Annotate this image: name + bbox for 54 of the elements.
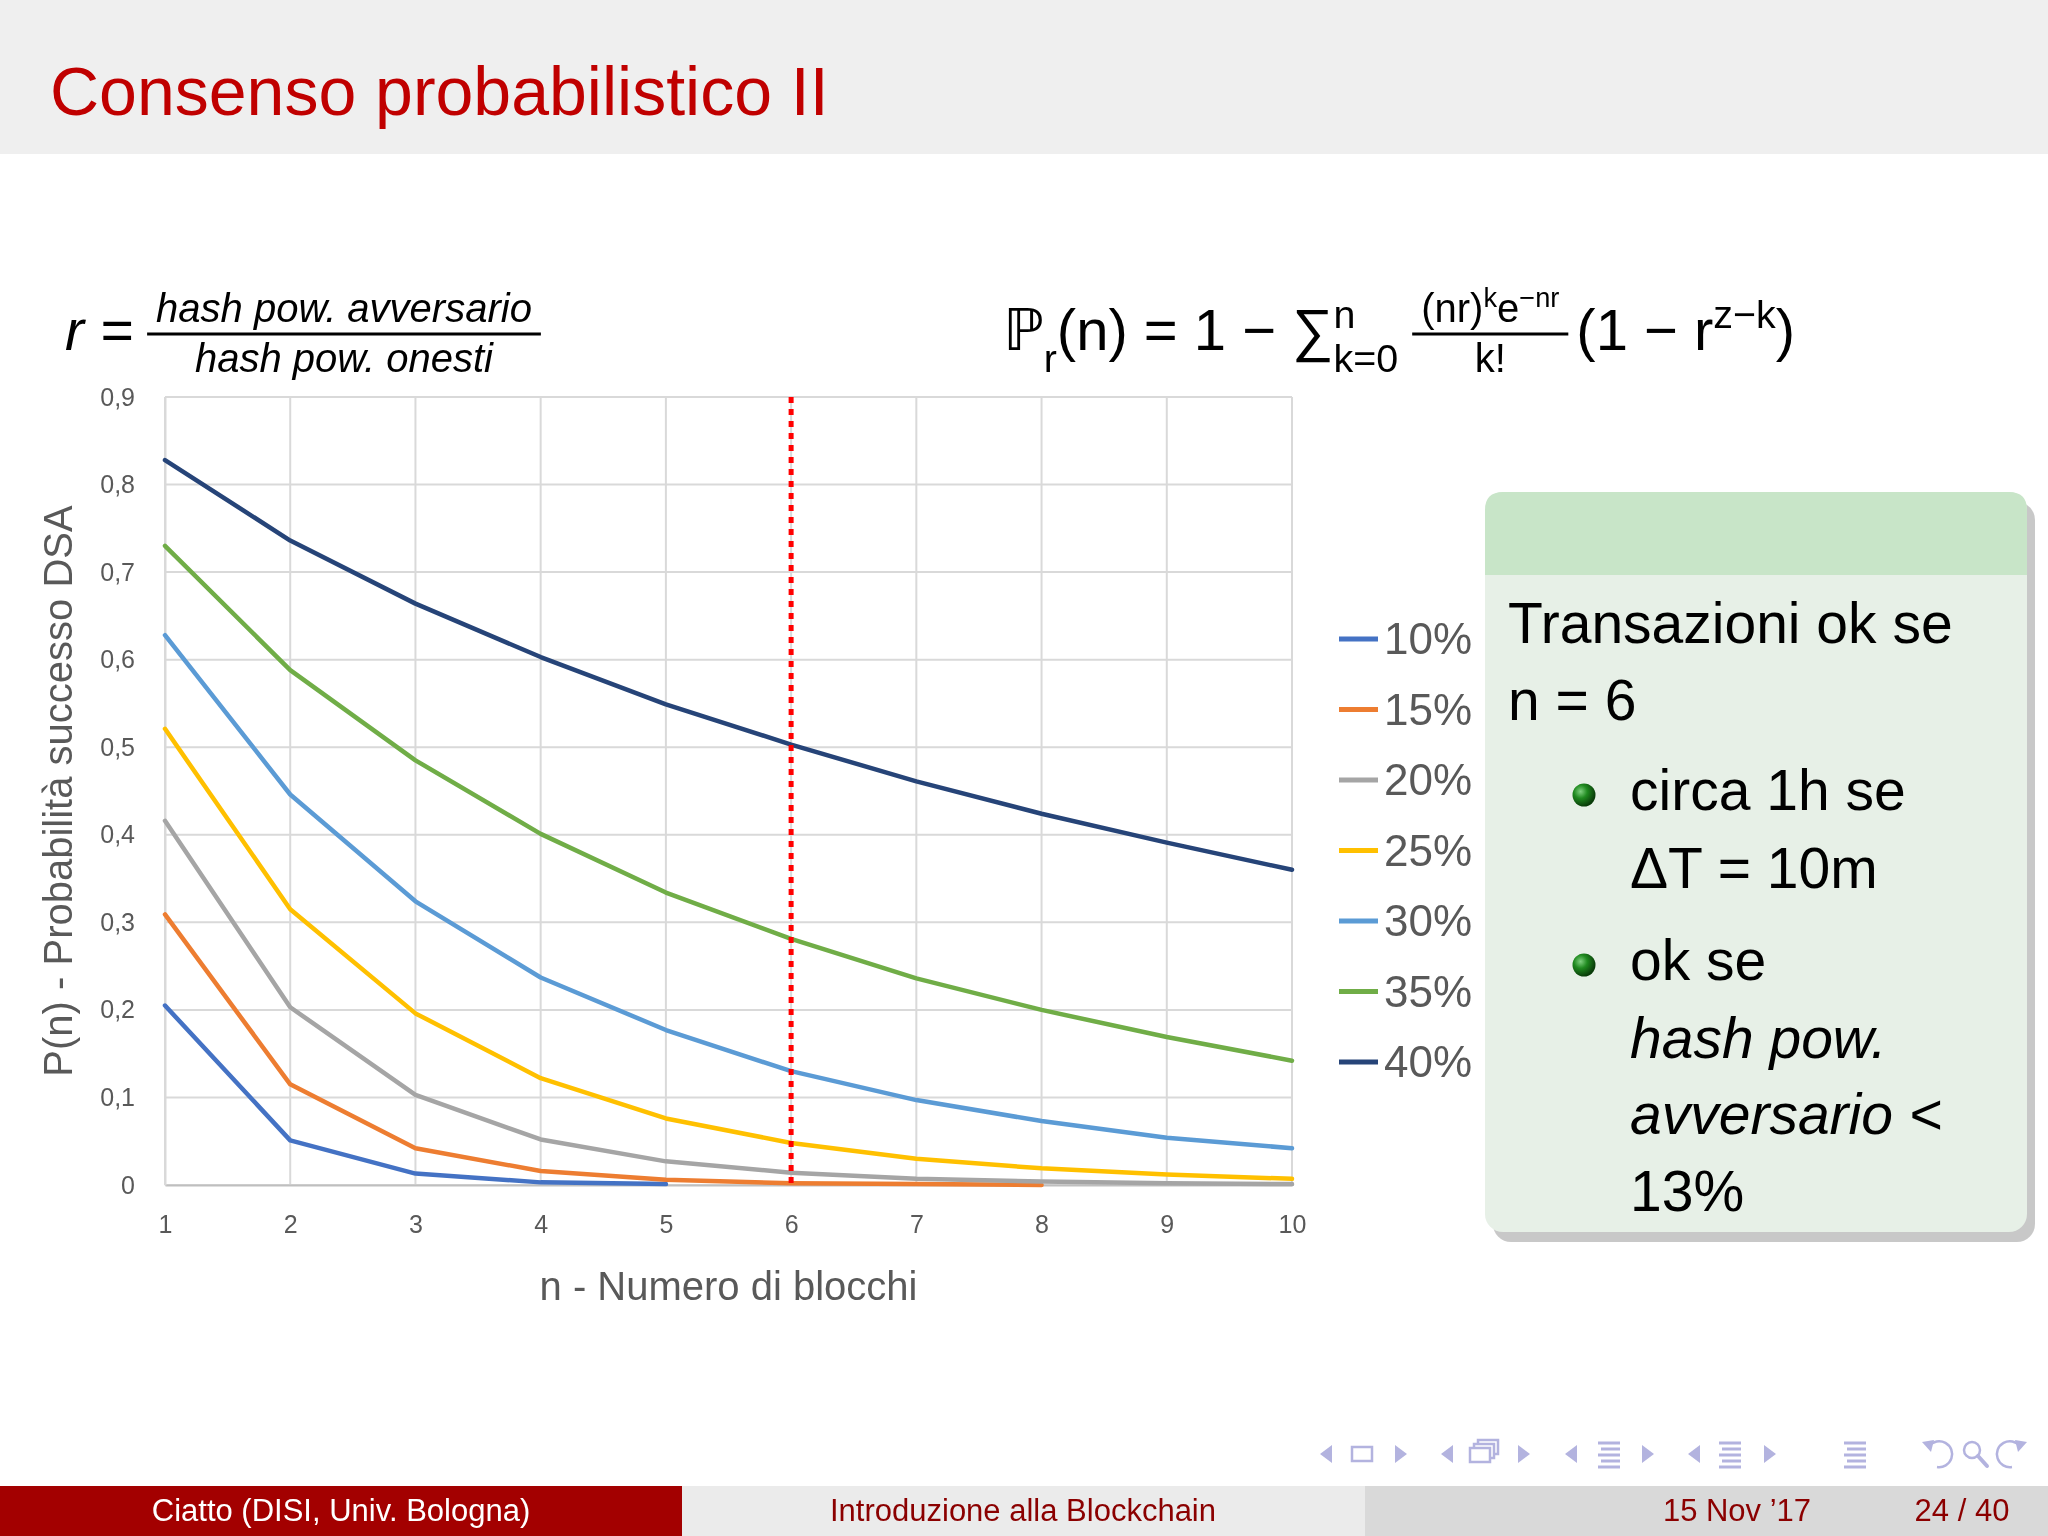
y-tick-label: 0,9 — [100, 382, 135, 411]
text: Transazioni ok se — [1508, 591, 1953, 655]
legend-label: 30% — [1384, 896, 1473, 946]
text: ΔT = 10m — [1630, 836, 1878, 900]
x-tick-label: 4 — [534, 1209, 549, 1238]
line-series — [162, 726, 1295, 1182]
text: (nr)$^{k}$e$^{−nr}$ — [1421, 281, 1560, 330]
legend-label: 15% — [1384, 684, 1473, 734]
text: k! — [1474, 336, 1506, 380]
text: n = 6 — [1508, 668, 1637, 732]
x-axis-title: n - Numero di blocchi — [539, 1264, 918, 1308]
y-tick-label: 0,6 — [100, 645, 135, 674]
line-series — [162, 543, 1295, 1063]
text: 24 / 40 — [1914, 1493, 2010, 1528]
text: ok se — [1630, 928, 1767, 992]
line-series — [162, 912, 1044, 1188]
text: Introduzione alla Blockchain — [829, 1493, 1217, 1528]
line-series — [162, 1003, 669, 1187]
x-tick-label: 3 — [408, 1209, 423, 1238]
y-tick-label: 0 — [121, 1170, 135, 1199]
line-series — [162, 457, 1295, 873]
text: 15 Nov ’17 — [1662, 1493, 1812, 1528]
text: avversario < — [1630, 1082, 1943, 1146]
y-tick-label: 0,5 — [100, 732, 135, 761]
x-tick-label: 9 — [1160, 1209, 1175, 1238]
legend-label: 20% — [1384, 755, 1473, 805]
text: circa 1h se — [1630, 758, 1906, 822]
text: (1 − r$^{z−k}$) — [1576, 292, 1796, 362]
y-tick-label: 0,2 — [100, 995, 135, 1024]
x-tick-label: 5 — [659, 1209, 674, 1238]
x-tick-label: 8 — [1035, 1209, 1050, 1238]
legend-label: 35% — [1384, 966, 1473, 1016]
legend-label: 10% — [1384, 614, 1473, 664]
x-tick-label: 1 — [158, 1209, 173, 1238]
legend-label: 40% — [1384, 1037, 1473, 1087]
text: r = — [65, 298, 134, 362]
x-tick-label: 6 — [784, 1209, 799, 1238]
chart-title: Consenso probabilistico II — [50, 53, 829, 129]
text: 13% — [1630, 1159, 1745, 1223]
y-tick-label: 0,1 — [100, 1082, 135, 1111]
x-tick-label: 7 — [909, 1209, 924, 1238]
y-tick-label: 0,3 — [100, 907, 135, 936]
text: hash pow. onesti — [194, 336, 495, 380]
x-tick-label: 10 — [1278, 1209, 1307, 1238]
text: hash pow. avversario — [156, 286, 532, 330]
y-tick-label: 0,7 — [100, 557, 135, 586]
y-tick-label: 0,4 — [100, 820, 136, 849]
text: hash pow. — [1630, 1006, 1887, 1070]
y-tick-label: 0,8 — [100, 470, 135, 499]
y-axis-title: P(n) - Probabilità successo DSA — [36, 505, 80, 1077]
text: Ciatto (DISI, Univ. Bologna) — [151, 1493, 531, 1528]
x-tick-label: 2 — [283, 1209, 298, 1238]
legend-label: 25% — [1384, 825, 1473, 875]
line-series — [162, 632, 1295, 1151]
